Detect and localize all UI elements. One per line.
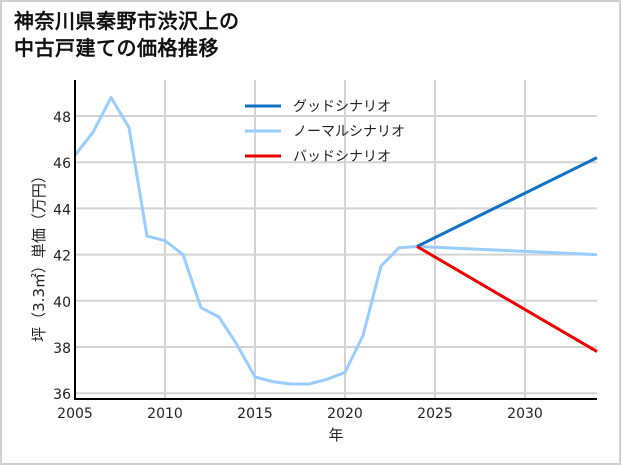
series-lines	[73, 96, 598, 386]
series-line	[416, 245, 598, 353]
axes	[74, 80, 597, 400]
y-tick-label: 46	[53, 156, 71, 172]
y-axis-label: 坪（3.3㎡）単価（万円）	[30, 168, 48, 342]
series-line	[73, 96, 598, 386]
y-tick-label: 48	[53, 110, 71, 126]
chart-title: 神奈川県秦野市渋沢上の 中古戸建ての価格推移	[14, 8, 240, 62]
y-tick-label: 40	[53, 295, 71, 311]
x-tick-label: 2010	[147, 406, 183, 422]
y-tick-label: 42	[53, 249, 71, 265]
x-tick-label: 2015	[237, 406, 273, 422]
tick-labels: 2005 2010 2015 2020 2025 2030 36 38 40 42 44 46 48	[53, 110, 543, 422]
legend-label: ノーマルシナリオ	[293, 124, 405, 140]
chart-title-line1: 神奈川県秦野市渋沢上の	[14, 9, 240, 33]
series-line	[416, 156, 598, 248]
x-tick-label: 2020	[327, 406, 363, 422]
x-axis-label: 年	[328, 426, 343, 444]
y-tick-label: 36	[53, 387, 71, 403]
y-tick-label: 38	[53, 341, 71, 357]
chart-title-line2: 中古戸建ての価格推移	[14, 36, 219, 60]
x-tick-label: 2005	[57, 406, 93, 422]
legend-label: バッドシナリオ	[293, 149, 391, 165]
x-tick-label: 2030	[507, 406, 543, 422]
y-tick-label: 44	[53, 202, 71, 218]
legend-label: グッドシナリオ	[293, 99, 391, 115]
x-tick-label: 2025	[417, 406, 453, 422]
